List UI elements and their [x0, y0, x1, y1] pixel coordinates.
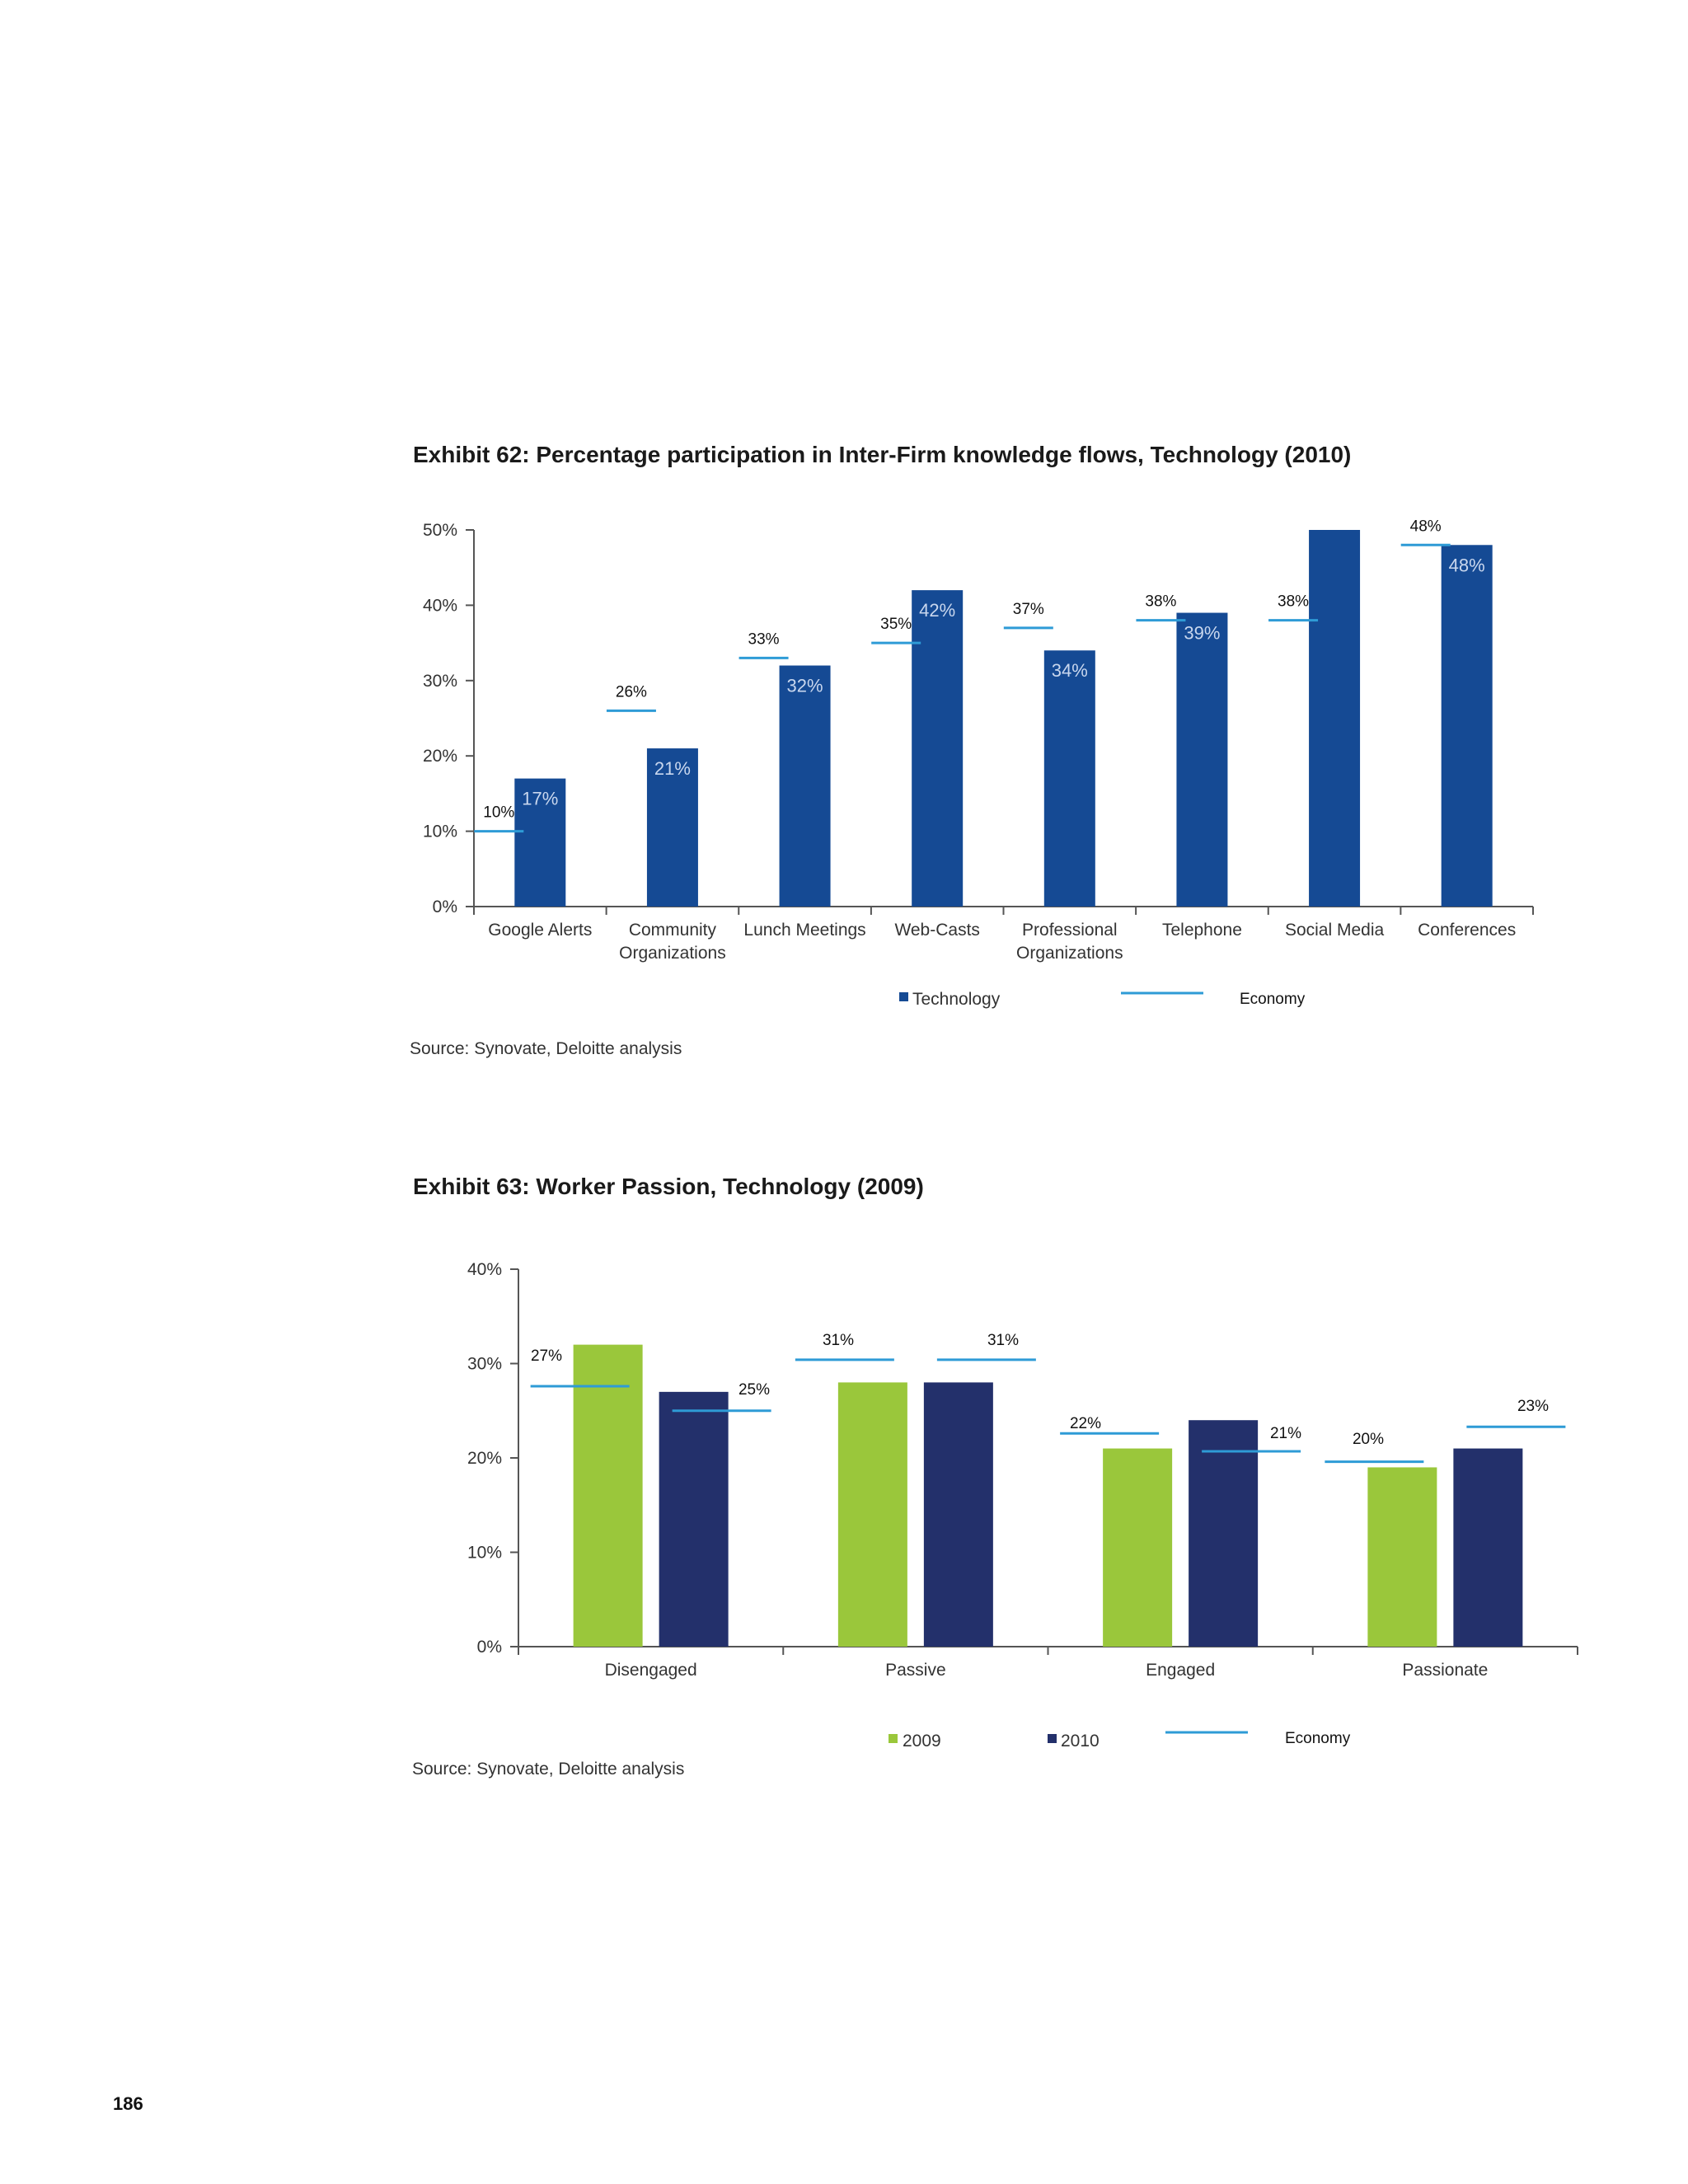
bar-value-label: 17% — [522, 789, 558, 809]
economy-value-label: 38% — [1145, 593, 1176, 611]
x-category-label: Disengaged — [605, 1661, 697, 1680]
y-tick-label: 50% — [423, 521, 457, 540]
exhibit-62-source: Source: Synovate, Deloitte analysis — [410, 1039, 682, 1058]
economy-value-label: 27% — [531, 1347, 562, 1365]
bar-value-label: 34% — [1052, 660, 1088, 681]
bar-2009 — [837, 1382, 907, 1647]
economy-value-label: 25% — [738, 1381, 770, 1399]
x-category-label: Telephone — [1162, 921, 1242, 940]
economy-value-label: 37% — [1013, 601, 1044, 618]
x-category-label: Passionate — [1402, 1661, 1488, 1680]
bar-2010 — [923, 1382, 993, 1647]
bar-technology — [1176, 612, 1228, 907]
x-category-label: Professional — [1022, 921, 1118, 940]
economy-value-label: 20% — [1353, 1431, 1384, 1448]
economy-value-label: 35% — [880, 616, 912, 633]
x-category-label: Google Alerts — [488, 921, 592, 940]
bar-2009 — [1103, 1448, 1173, 1647]
y-tick-label: 20% — [423, 747, 457, 766]
y-tick-label: 30% — [423, 672, 457, 691]
economy-value-label: 33% — [748, 630, 780, 648]
x-category-label: Community — [629, 921, 717, 940]
legend-economy-label: Economy — [1285, 1730, 1351, 1747]
y-tick-label: 20% — [467, 1449, 502, 1468]
bar-2009 — [1367, 1467, 1437, 1647]
economy-value-label: 38% — [1278, 593, 1309, 611]
y-tick-label: 30% — [467, 1355, 502, 1374]
economy-value-label: 21% — [1270, 1425, 1301, 1442]
exhibit-63-title: Exhibit 63: Worker Passion, Technology (… — [413, 1174, 924, 1199]
x-category-label: Web-Casts — [894, 921, 979, 940]
bar-2009 — [573, 1344, 643, 1647]
economy-value-label: 31% — [987, 1332, 1019, 1349]
x-category-label: Passive — [885, 1661, 946, 1680]
x-category-label: Organizations — [1016, 944, 1123, 963]
x-category-label: Social Media — [1285, 921, 1385, 940]
x-category-label: Lunch Meetings — [743, 921, 865, 940]
bar-technology — [1043, 650, 1095, 907]
bar-2010 — [1453, 1448, 1523, 1647]
legend-2010-swatch — [1048, 1734, 1057, 1743]
y-tick-label: 0% — [433, 898, 457, 916]
economy-value-label: 31% — [823, 1332, 854, 1349]
y-tick-label: 40% — [423, 596, 457, 615]
bar-technology — [779, 665, 831, 907]
legend-2009-swatch — [889, 1734, 898, 1743]
exhibit-62-title: Exhibit 62: Percentage participation in … — [413, 442, 1352, 467]
exhibit-63-source: Source: Synovate, Deloitte analysis — [412, 1760, 685, 1779]
legend-2010-label: 2010 — [1061, 1732, 1100, 1750]
x-category-label: Conferences — [1418, 921, 1516, 940]
bar-technology — [1309, 530, 1361, 907]
legend-technology-swatch — [899, 992, 908, 1001]
legend-economy-label: Economy — [1240, 991, 1306, 1008]
bar-2010 — [659, 1391, 729, 1647]
economy-value-label: 48% — [1410, 518, 1442, 535]
bar-technology — [646, 748, 698, 907]
bar-value-label: 42% — [919, 600, 955, 621]
bar-value-label: 48% — [1449, 555, 1485, 575]
bar-2010 — [1189, 1420, 1259, 1647]
economy-value-label: 22% — [1070, 1415, 1101, 1432]
bar-technology — [1441, 545, 1493, 907]
economy-value-label: 23% — [1517, 1398, 1549, 1415]
page-number: 186 — [113, 2093, 143, 2114]
bar-value-label: 21% — [654, 758, 691, 779]
legend-2009-label: 2009 — [903, 1732, 941, 1750]
economy-value-label: 10% — [483, 804, 514, 822]
bar-value-label: 39% — [1184, 623, 1220, 644]
economy-value-label: 26% — [616, 683, 647, 701]
legend-technology-label: Technology — [912, 990, 1001, 1009]
y-tick-label: 0% — [477, 1638, 502, 1657]
y-tick-label: 10% — [423, 823, 457, 841]
y-tick-label: 10% — [467, 1544, 502, 1563]
x-category-label: Organizations — [619, 944, 726, 963]
x-category-label: Engaged — [1146, 1661, 1215, 1680]
bar-value-label: 32% — [787, 676, 823, 696]
y-tick-label: 40% — [467, 1260, 502, 1279]
bar-technology — [514, 778, 566, 907]
